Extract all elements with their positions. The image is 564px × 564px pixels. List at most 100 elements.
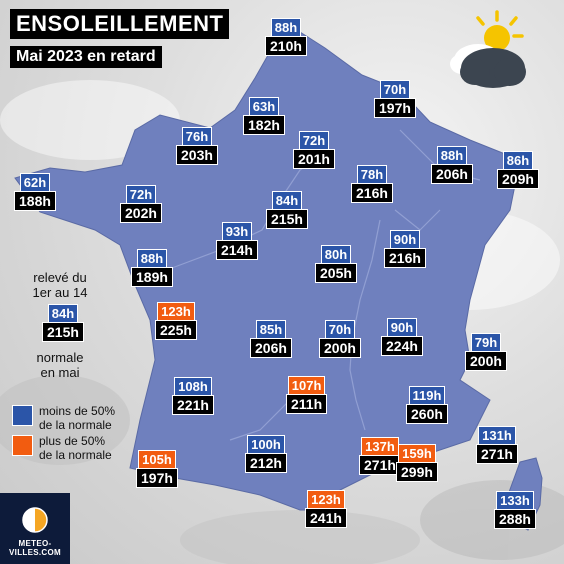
legend-sample-ratio: 84h bbox=[47, 304, 79, 322]
station-recorded-hours: 209h bbox=[497, 169, 539, 189]
station-normal-hours: 93h bbox=[221, 222, 253, 240]
station-normal-hours: 78h bbox=[356, 165, 388, 183]
logo-text: METEO- VILLES.COM bbox=[9, 539, 61, 557]
station-normal-hours: 105h bbox=[138, 450, 176, 468]
station-normal-hours: 90h bbox=[389, 230, 421, 248]
station-label: 76h 203h bbox=[176, 127, 218, 165]
station-normal-hours: 70h bbox=[324, 320, 356, 338]
legend-above-label: plus de 50% de la normale bbox=[39, 434, 112, 462]
station-recorded-hours: 189h bbox=[131, 267, 173, 287]
legend-sample-total: 215h bbox=[42, 322, 84, 342]
station-label: 93h 214h bbox=[216, 222, 258, 260]
legend-above-swatch bbox=[12, 435, 33, 456]
station-normal-hours: 88h bbox=[136, 249, 168, 267]
station-label: 100h 212h bbox=[245, 435, 287, 473]
station-normal-hours: 137h bbox=[361, 437, 399, 455]
legend-below-label: moins de 50% de la normale bbox=[39, 404, 116, 432]
station-label: 90h 216h bbox=[384, 230, 426, 268]
station-label: 123h 241h bbox=[305, 490, 347, 528]
legend-explanation-top: relevé du 1er au 14 bbox=[32, 270, 88, 300]
station-label: 85h 206h bbox=[250, 320, 292, 358]
station-label: 123h 225h bbox=[155, 302, 197, 340]
legend-below-normal: moins de 50% de la normale bbox=[12, 404, 115, 432]
station-recorded-hours: 271h bbox=[359, 455, 401, 475]
station-label: 137h 271h bbox=[359, 437, 401, 475]
station-label: 70h 197h bbox=[374, 80, 416, 118]
station-label: 119h 260h bbox=[406, 386, 448, 424]
station-normal-hours: 86h bbox=[502, 151, 534, 169]
station-label: 78h 216h bbox=[351, 165, 393, 203]
station-label: 88h 189h bbox=[131, 249, 173, 287]
station-normal-hours: 123h bbox=[157, 302, 195, 320]
station-normal-hours: 63h bbox=[248, 97, 280, 115]
station-recorded-hours: 288h bbox=[494, 509, 536, 529]
station-recorded-hours: 188h bbox=[14, 191, 56, 211]
station-recorded-hours: 197h bbox=[374, 98, 416, 118]
station-label: 88h 206h bbox=[431, 146, 473, 184]
station-recorded-hours: 225h bbox=[155, 320, 197, 340]
station-recorded-hours: 260h bbox=[406, 404, 448, 424]
station-label: 63h 182h bbox=[243, 97, 285, 135]
station-recorded-hours: 202h bbox=[120, 203, 162, 223]
station-normal-hours: 72h bbox=[125, 185, 157, 203]
station-recorded-hours: 182h bbox=[243, 115, 285, 135]
legend-explanation-bottom: normale en mai bbox=[36, 350, 84, 380]
station-recorded-hours: 203h bbox=[176, 145, 218, 165]
station-label: 84h 215h bbox=[266, 191, 308, 229]
station-normal-hours: 76h bbox=[181, 127, 213, 145]
station-normal-hours: 107h bbox=[287, 376, 326, 394]
station-label: 72h 202h bbox=[120, 185, 162, 223]
station-label: 107h 211h bbox=[286, 376, 328, 414]
station-normal-hours: 88h bbox=[270, 18, 302, 36]
station-recorded-hours: 211h bbox=[286, 394, 328, 414]
station-normal-hours: 100h bbox=[247, 435, 285, 453]
page-subtitle: Mai 2023 en retard bbox=[10, 46, 162, 68]
station-recorded-hours: 299h bbox=[396, 462, 438, 482]
station-recorded-hours: 271h bbox=[476, 444, 518, 464]
logo-line-2: VILLES.COM bbox=[9, 548, 61, 557]
station-label: 90h 224h bbox=[381, 318, 423, 356]
station-label: 88h 210h bbox=[265, 18, 307, 56]
station-recorded-hours: 200h bbox=[319, 338, 361, 358]
station-normal-hours: 108h bbox=[174, 377, 212, 395]
station-recorded-hours: 224h bbox=[381, 336, 423, 356]
logo-icon bbox=[22, 507, 48, 533]
station-recorded-hours: 215h bbox=[266, 209, 308, 229]
station-recorded-hours: 216h bbox=[351, 183, 393, 203]
page-title: ENSOLEILLEMENT bbox=[10, 9, 230, 39]
station-label: 131h 271h bbox=[476, 426, 518, 464]
legend-above-normal: plus de 50% de la normale bbox=[12, 434, 112, 462]
station-label: 105h 197h bbox=[136, 450, 178, 488]
meteo-villes-logo: METEO- VILLES.COM bbox=[0, 493, 70, 564]
station-label: 72h 201h bbox=[293, 131, 335, 169]
station-recorded-hours: 214h bbox=[216, 240, 258, 260]
station-label: 80h 205h bbox=[315, 245, 357, 283]
station-normal-hours: 72h bbox=[298, 131, 330, 149]
station-normal-hours: 79h bbox=[470, 333, 502, 351]
station-recorded-hours: 206h bbox=[431, 164, 473, 184]
station-label: 133h 288h bbox=[494, 491, 536, 529]
station-recorded-hours: 221h bbox=[172, 395, 214, 415]
station-normal-hours: 62h bbox=[19, 173, 51, 191]
station-normal-hours: 70h bbox=[379, 80, 411, 98]
station-recorded-hours: 212h bbox=[245, 453, 287, 473]
station-recorded-hours: 241h bbox=[305, 508, 347, 528]
station-normal-hours: 123h bbox=[307, 490, 345, 508]
station-normal-hours: 131h bbox=[478, 426, 516, 444]
station-normal-hours: 133h bbox=[496, 491, 534, 509]
logo-line-1: METEO- bbox=[18, 539, 52, 548]
station-label: 79h 200h bbox=[465, 333, 507, 371]
station-recorded-hours: 201h bbox=[293, 149, 335, 169]
station-label: 159h 299h bbox=[396, 444, 438, 482]
station-normal-hours: 159h bbox=[398, 444, 436, 462]
station-label: 86h 209h bbox=[497, 151, 539, 189]
station-normal-hours: 90h bbox=[386, 318, 418, 336]
station-recorded-hours: 206h bbox=[250, 338, 292, 358]
station-recorded-hours: 210h bbox=[265, 36, 307, 56]
station-normal-hours: 85h bbox=[255, 320, 287, 338]
station-normal-hours: 84h bbox=[271, 191, 303, 209]
station-normal-hours: 80h bbox=[320, 245, 352, 263]
station-label: 108h 221h bbox=[172, 377, 214, 415]
legend-below-swatch bbox=[12, 405, 33, 426]
